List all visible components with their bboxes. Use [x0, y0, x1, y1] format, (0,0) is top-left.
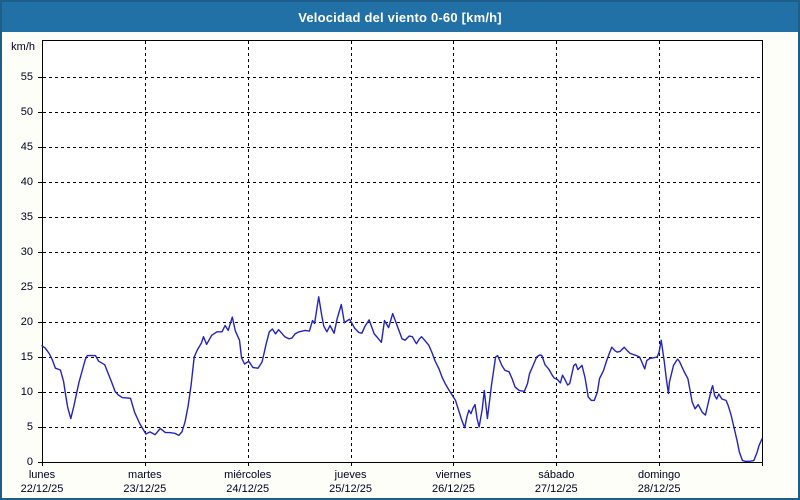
day-name: jueves: [334, 469, 367, 481]
day-date: 26/12/25: [432, 483, 475, 495]
day-date: 25/12/25: [329, 483, 372, 495]
plot-border: [42, 40, 763, 463]
day-name: miércoles: [224, 469, 272, 481]
day-date: 24/12/25: [226, 483, 270, 495]
y-tick-label: 10: [20, 386, 33, 398]
day-date: 28/12/25: [637, 483, 681, 495]
y-tick-label: 45: [20, 141, 33, 153]
day-label: viernes 26/12/25: [401, 468, 505, 496]
y-tick-label: 25: [20, 281, 33, 293]
day-name: lunes: [28, 469, 56, 481]
y-tick-label: 15: [20, 351, 33, 363]
chart-title-bar: Velocidad del viento 0-60 [km/h]: [2, 2, 798, 32]
day-label: lunes 22/12/25: [2, 468, 94, 496]
day-date: 23/12/25: [123, 483, 167, 495]
chart-title: Velocidad del viento 0-60 [km/h]: [298, 9, 502, 25]
day-label: sábado 27/12/25: [504, 468, 608, 496]
day-label: jueves 25/12/25: [299, 468, 403, 496]
day-date: 27/12/25: [534, 483, 578, 495]
day-date: 22/12/25: [20, 483, 64, 495]
day-label: domingo 28/12/25: [607, 468, 711, 496]
y-tick-label: 35: [20, 211, 33, 223]
y-tick-label: 40: [20, 176, 33, 188]
y-tick-label: 20: [20, 316, 33, 328]
day-name: viernes: [435, 469, 472, 481]
day-name: sábado: [538, 469, 575, 481]
y-tick-label: 50: [20, 106, 33, 118]
day-name: martes: [128, 469, 162, 481]
wind-speed-series: [41, 296, 763, 462]
y-tick-label: 0: [26, 456, 33, 468]
day-name: domingo: [638, 469, 681, 481]
day-label: miércoles 24/12/25: [196, 468, 300, 496]
y-axis-unit-label: km/h: [11, 41, 35, 53]
y-tick-label: 5: [26, 421, 33, 433]
y-tick-label: 55: [20, 71, 33, 83]
day-label: martes 23/12/25: [93, 468, 197, 496]
y-tick-label: 30: [20, 246, 33, 258]
